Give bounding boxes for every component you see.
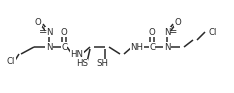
Text: =: =: [169, 27, 177, 37]
Text: O: O: [61, 28, 67, 36]
Text: N: N: [164, 28, 170, 36]
Text: N: N: [164, 43, 170, 52]
Text: O: O: [175, 17, 181, 27]
Text: N: N: [46, 28, 52, 36]
Text: O: O: [149, 28, 155, 36]
Text: C: C: [61, 43, 67, 52]
Text: O: O: [35, 17, 41, 27]
Text: SH: SH: [96, 60, 108, 69]
Text: Cl: Cl: [7, 57, 15, 66]
Text: Cl: Cl: [209, 28, 217, 36]
Text: C: C: [149, 43, 155, 52]
Text: HN: HN: [70, 49, 84, 58]
Text: =: =: [39, 27, 47, 37]
Text: HS: HS: [76, 60, 88, 69]
Text: N: N: [46, 43, 52, 52]
Text: NH: NH: [131, 43, 143, 52]
